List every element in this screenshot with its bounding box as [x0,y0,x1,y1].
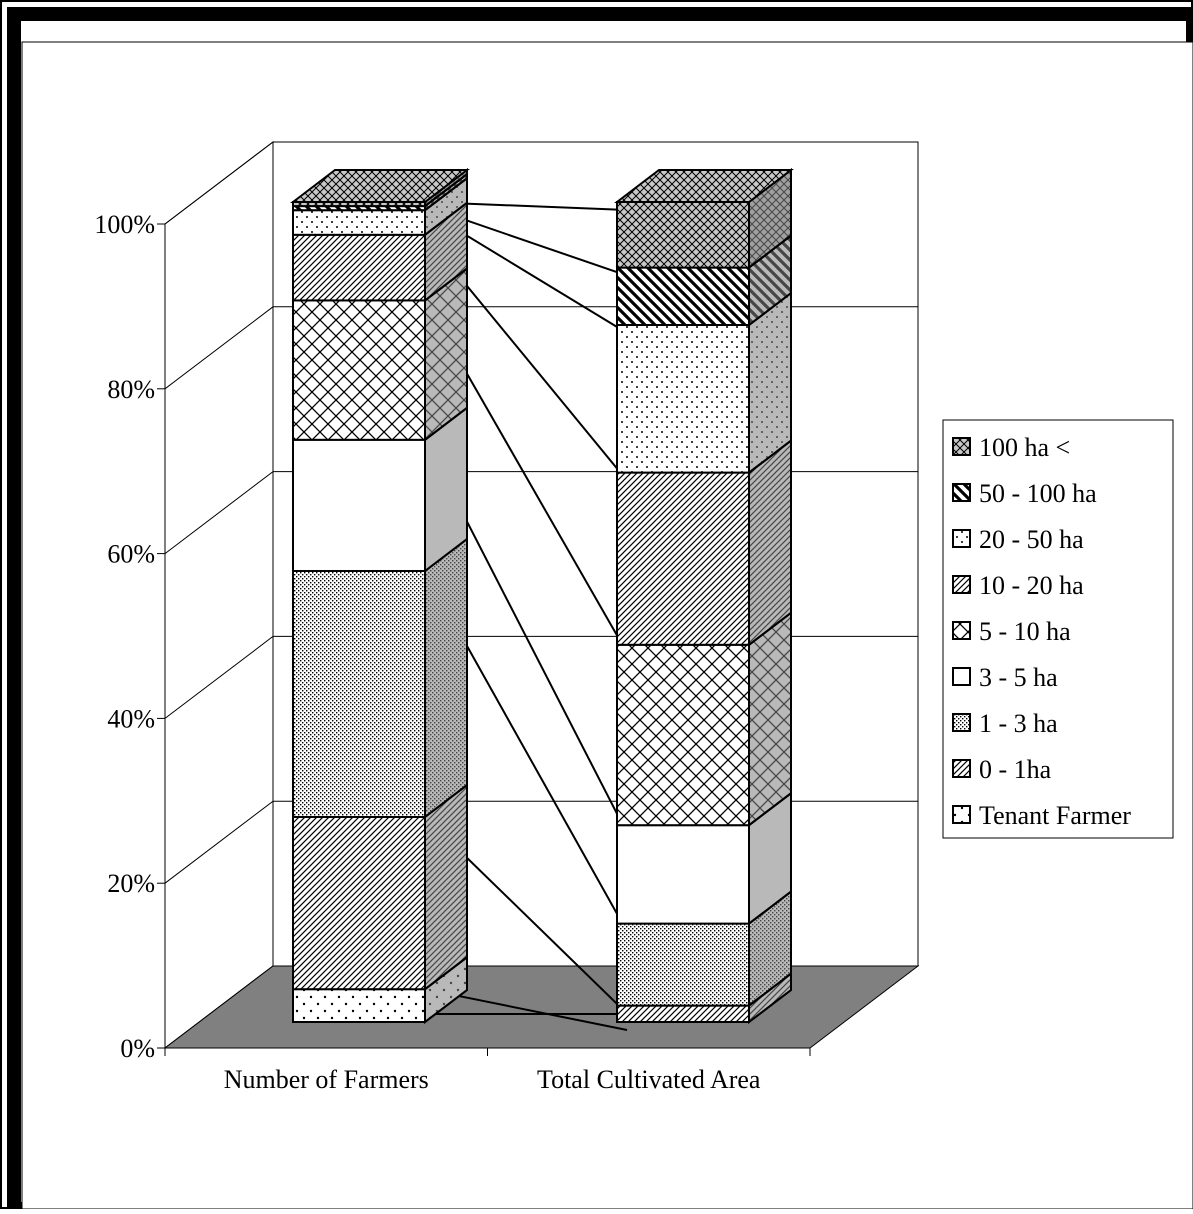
legend: 100 ha < 50 - 100 ha 20 - 50 ha 10 - 20 ha 5… [942,419,1174,839]
bar-segment-front [292,438,426,572]
legend-item-20-50-ha: 20 - 50 ha [952,525,1084,554]
bar-segment-front [616,824,750,925]
x-axis: Number of Farmers Total Cultivated Area [164,1047,811,1094]
bar-segment-front [292,299,426,441]
bar-segment-front [616,324,750,474]
legend-item-10-20-ha: 10 - 20 ha [952,571,1084,600]
y-tick-label: 20% [107,869,155,898]
legend-swatch [952,437,971,456]
bar-segment-0-1ha [616,971,792,1025]
bar-segment-20-50-ha [292,176,468,237]
bar-segment-1-3-ha [292,536,468,820]
bar-total-cultivated-area [614,167,794,1025]
legend-item-50-100-ha: 50 - 100 ha [952,479,1097,508]
floor-plane [163,965,920,1049]
bar-segment-front [292,988,426,1024]
bar-segment-front [616,1004,750,1023]
bar-segment-front [616,643,750,827]
legend-item-tenant-farmer: Tenant Farmer [952,801,1131,830]
legend-label: 3 - 5 ha [979,663,1058,692]
bar-segment-side-shade [424,536,468,820]
bar-segment-side-shade [748,438,792,647]
x-tick-label: Total Cultivated Area [537,1065,761,1094]
legend-swatch [952,575,971,594]
bar-segment-front [292,209,426,236]
legend-box [942,419,1174,839]
legend-label: 20 - 50 ha [979,525,1084,554]
legend-swatch [952,667,971,686]
legend-item-100-ha: 100 ha < [952,433,1070,462]
bar-segment-front [292,570,426,818]
bar-segment-5-10-ha [292,266,468,442]
y-axis: 0% 20% 40% 60% 80% 100% [94,210,166,1063]
y-tick-label: 40% [107,704,155,733]
bar-segment-front [292,233,426,302]
y-tick-label: 60% [107,540,155,569]
bar-number-of-farmers [290,167,470,1025]
bar-segment-3-5-ha [292,405,468,574]
x-tick-label: Number of Farmers [224,1065,429,1094]
legend-swatch [952,483,971,502]
legend-swatch [952,621,971,640]
legend-swatch [952,529,971,548]
legend-label: 10 - 20 ha [979,571,1084,600]
legend-label: 1 - 3 ha [979,709,1058,738]
chart-floor [163,965,920,1049]
y-tick-label: 100% [94,210,155,239]
legend-swatch [952,713,971,732]
bar-segment-front [616,201,750,269]
bar-top [290,169,470,203]
y-tick-label: 80% [107,375,155,404]
bars [290,167,794,1025]
legend-label: 100 ha < [979,433,1070,462]
legend-item-1-3-ha: 1 - 3 ha [952,709,1058,738]
bar-top [614,169,794,203]
bar-segment-side-shade [748,610,792,828]
legend-swatch [952,759,971,778]
y-tick-label: 0% [120,1034,155,1063]
gridline [164,141,918,225]
legend-item-3-5-ha: 3 - 5 ha [952,663,1058,692]
bar-segment-20-50-ha [616,290,792,475]
legend-swatch [952,805,971,824]
side-wall [164,140,274,1050]
legend-label: Tenant Farmer [979,801,1131,830]
legend-label: 50 - 100 ha [979,479,1097,508]
legend-label: 0 - 1ha [979,755,1052,784]
chart-walls [164,140,919,1050]
bar-segment-front [292,816,426,991]
bar-segment-50-100-ha [616,233,792,328]
legend-label: 5 - 10 ha [979,617,1071,646]
bar-segment-front [616,266,750,327]
legend-item-0-1ha: 0 - 1ha [952,755,1052,784]
bar-segment-front [616,471,750,646]
bar-segment-side-shade [424,782,468,992]
legend-item-5-10-ha: 5 - 10 ha [952,617,1071,646]
bar-segment-10-20-ha [616,438,792,647]
bar-segment-front [616,922,750,1007]
